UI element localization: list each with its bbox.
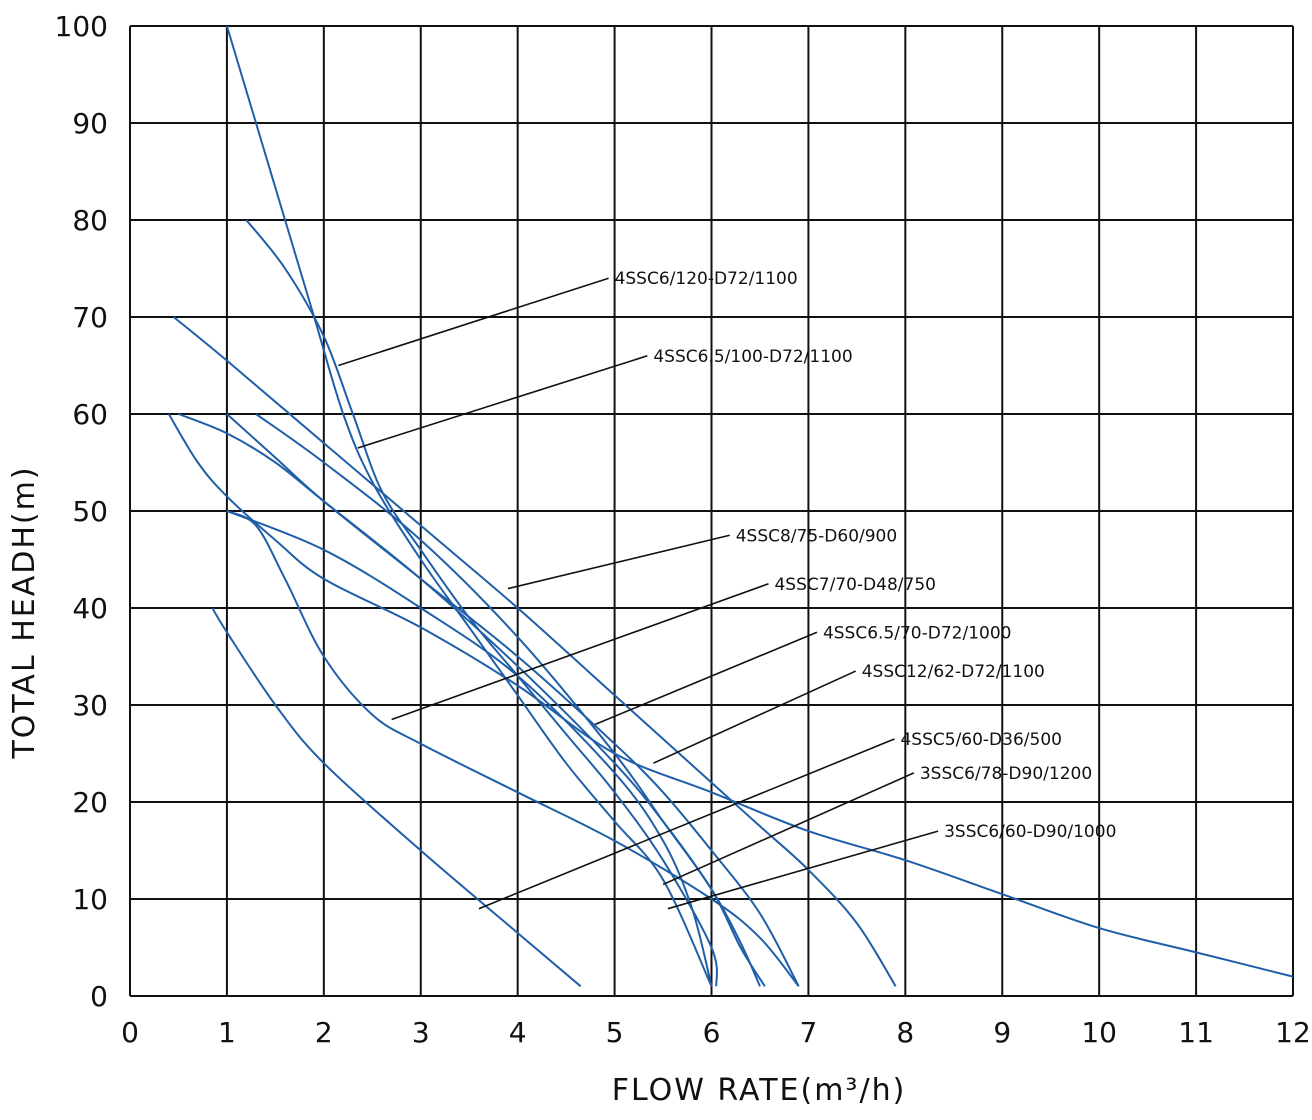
series-label-9: 3SSC6/60-D90/1000 xyxy=(944,822,1116,842)
y-tick-label: 40 xyxy=(72,592,108,625)
leader-line-9 xyxy=(667,830,939,910)
leader-line-4 xyxy=(391,582,769,721)
leader-line-1 xyxy=(338,277,609,367)
x-axis-title: FLOW RATE(m³/h) xyxy=(612,1073,907,1108)
y-tick-label: 50 xyxy=(72,495,108,528)
y-tick-label: 100 xyxy=(55,10,108,43)
series-label-5: 4SSC6.5/70-D72/1000 xyxy=(823,623,1012,643)
series-line-3 xyxy=(172,316,897,987)
x-tick-label: 2 xyxy=(315,1016,333,1049)
series-line-6 xyxy=(167,413,1294,978)
series-labels: 4SSC6/120-D72/1100 4SSC6.5/100-D72/1100 4S… xyxy=(338,269,1116,910)
series-lines xyxy=(167,25,1294,988)
x-tick-label: 10 xyxy=(1081,1016,1117,1049)
series-label-4: 4SSC7/70-D48/750 xyxy=(774,575,935,595)
leader-line-3 xyxy=(507,534,730,590)
series-line-8 xyxy=(226,510,800,987)
series-label-7: 4SSC5/60-D36/500 xyxy=(900,730,1061,750)
grid xyxy=(129,25,1294,997)
leader-line-6 xyxy=(653,670,857,764)
y-tick-label: 60 xyxy=(72,398,108,431)
series-label-3: 4SSC8/75-D60/900 xyxy=(736,526,897,546)
x-tick-label: 8 xyxy=(896,1016,914,1049)
x-tick-label: 7 xyxy=(800,1016,818,1049)
x-tick-label: 6 xyxy=(703,1016,721,1049)
y-tick-label: 30 xyxy=(72,689,108,722)
series-label-8: 3SSC6/78-D90/1200 xyxy=(920,764,1092,784)
series-label-6: 4SSC12/62-D72/1100 xyxy=(862,662,1045,682)
x-tick-label: 3 xyxy=(412,1016,430,1049)
y-tick-label: 20 xyxy=(72,786,108,819)
y-tick-label: 10 xyxy=(72,883,108,916)
x-tick-label: 11 xyxy=(1178,1016,1214,1049)
x-tick-label: 4 xyxy=(509,1016,527,1049)
x-tick-label: 9 xyxy=(993,1016,1011,1049)
series-label-2: 4SSC6.5/100-D72/1100 xyxy=(653,347,852,367)
series-line-10 xyxy=(226,510,713,987)
x-tick-label: 5 xyxy=(606,1016,624,1049)
leader-line-5 xyxy=(594,631,818,726)
y-tick-label: 0 xyxy=(90,980,108,1013)
x-tick-label: 0 xyxy=(121,1016,139,1049)
y-axis-title: TOTAL HEADH(m) xyxy=(7,465,42,759)
series-label-1: 4SSC6/120-D72/1100 xyxy=(615,269,798,289)
leader-line-8 xyxy=(662,772,915,886)
series-line-5 xyxy=(226,413,800,987)
leader-line-7 xyxy=(478,738,895,910)
y-tick-label: 70 xyxy=(72,301,108,334)
series-line-2 xyxy=(245,219,718,987)
series-line-9 xyxy=(211,607,582,988)
y-tick-label: 90 xyxy=(72,107,108,140)
series-line-1 xyxy=(225,25,713,987)
x-tick-label: 1 xyxy=(218,1016,236,1049)
x-tick-label: 12 xyxy=(1275,1016,1311,1049)
leader-line-2 xyxy=(357,355,648,449)
series-line-4 xyxy=(178,413,761,987)
y-tick-label: 80 xyxy=(72,204,108,237)
series-line-7 xyxy=(255,413,766,987)
